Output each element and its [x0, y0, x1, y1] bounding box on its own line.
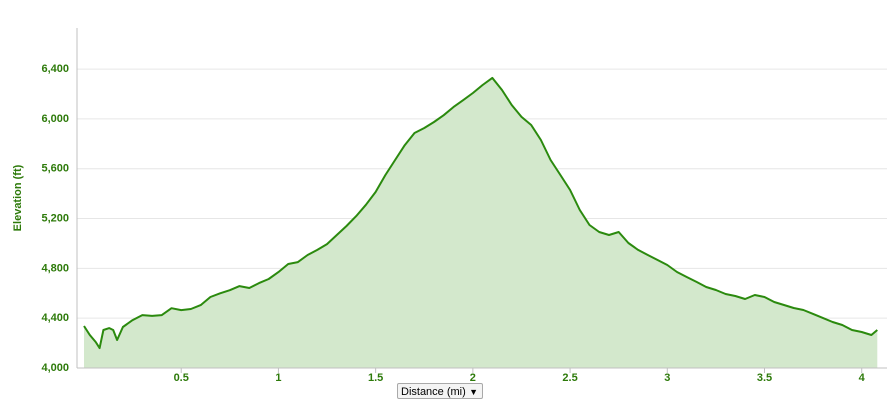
x-tick-label: 3.5 — [757, 372, 772, 384]
y-axis-title: Elevation (ft) — [12, 164, 24, 231]
x-tick-label: 1 — [275, 372, 281, 384]
y-tick-label: 4,800 — [41, 262, 69, 274]
x-tick-label: 2 — [470, 372, 476, 384]
elevation-line — [83, 76, 878, 350]
y-tick-label: 6,400 — [41, 63, 69, 75]
x-axis-dropdown[interactable]: Distance (mi) ▼ — [397, 383, 483, 399]
dropdown-arrow: ▼ — [469, 387, 478, 397]
dropdown-label: Distance (mi) — [401, 386, 466, 398]
y-tick-label: 5,200 — [41, 212, 69, 224]
x-tick-label: 2.5 — [562, 372, 577, 384]
y-tick-label: 5,600 — [41, 163, 69, 175]
x-tick-label: 4 — [859, 372, 866, 384]
x-tick-label: 1.5 — [368, 372, 383, 384]
y-tick-label: 4,400 — [41, 312, 69, 324]
y-tick-label: 4,000 — [41, 362, 69, 374]
area — [84, 77, 878, 369]
y-tick-label: 6,000 — [41, 113, 69, 125]
x-tick-label: 0.5 — [174, 372, 189, 384]
x-tick-label: 3 — [664, 372, 670, 384]
